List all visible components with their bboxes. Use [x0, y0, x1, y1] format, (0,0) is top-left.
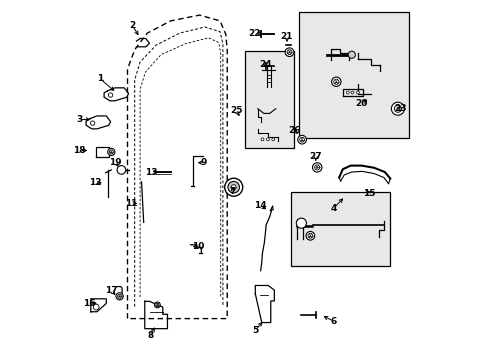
- Text: 2: 2: [129, 21, 135, 30]
- Circle shape: [346, 91, 348, 94]
- Circle shape: [350, 91, 353, 94]
- Bar: [299, 12, 408, 138]
- Text: 5: 5: [252, 326, 258, 335]
- Bar: [244, 51, 294, 148]
- Circle shape: [90, 121, 95, 125]
- Circle shape: [156, 303, 159, 306]
- Circle shape: [261, 138, 264, 141]
- Circle shape: [305, 231, 314, 240]
- Circle shape: [227, 181, 239, 193]
- Circle shape: [93, 304, 99, 310]
- Circle shape: [108, 93, 113, 97]
- Text: 22: 22: [248, 29, 260, 37]
- Circle shape: [116, 293, 123, 300]
- Text: 16: 16: [82, 299, 95, 307]
- Circle shape: [266, 138, 269, 141]
- Bar: [290, 192, 389, 266]
- Text: 9: 9: [201, 158, 207, 167]
- Text: 7: 7: [229, 187, 236, 196]
- Circle shape: [271, 138, 274, 141]
- Text: 18: 18: [73, 146, 86, 155]
- Text: 1: 1: [97, 74, 102, 83]
- Circle shape: [154, 302, 160, 308]
- Circle shape: [297, 135, 306, 144]
- Text: 11: 11: [124, 199, 137, 208]
- Circle shape: [347, 51, 355, 58]
- Text: 12: 12: [89, 178, 101, 187]
- Text: 25: 25: [230, 107, 243, 115]
- Text: 23: 23: [393, 104, 406, 113]
- Text: 24: 24: [259, 60, 271, 69]
- Circle shape: [231, 185, 236, 190]
- Text: 14: 14: [254, 202, 266, 210]
- Circle shape: [109, 150, 113, 154]
- Circle shape: [314, 165, 319, 170]
- Text: 4: 4: [330, 204, 336, 212]
- Circle shape: [299, 137, 304, 142]
- Circle shape: [285, 48, 293, 57]
- Text: 19: 19: [109, 158, 122, 167]
- Text: 10: 10: [192, 242, 204, 251]
- Text: 21: 21: [280, 32, 293, 41]
- Circle shape: [356, 91, 359, 94]
- Circle shape: [333, 79, 338, 84]
- Circle shape: [107, 148, 115, 156]
- Text: 17: 17: [105, 287, 118, 295]
- Text: 13: 13: [145, 167, 158, 176]
- Circle shape: [117, 294, 122, 298]
- Circle shape: [390, 102, 404, 115]
- Circle shape: [331, 77, 340, 86]
- Text: 3: 3: [76, 115, 82, 124]
- Circle shape: [307, 233, 312, 238]
- Circle shape: [312, 163, 321, 172]
- Circle shape: [224, 178, 242, 196]
- Text: 26: 26: [287, 126, 300, 135]
- Circle shape: [296, 218, 306, 228]
- Circle shape: [286, 50, 291, 55]
- Text: 6: 6: [330, 317, 336, 325]
- Text: 27: 27: [309, 152, 322, 161]
- Text: 15: 15: [363, 189, 375, 198]
- Circle shape: [393, 105, 401, 112]
- Text: 20: 20: [355, 99, 367, 108]
- Text: 8: 8: [147, 331, 153, 340]
- Circle shape: [117, 166, 125, 174]
